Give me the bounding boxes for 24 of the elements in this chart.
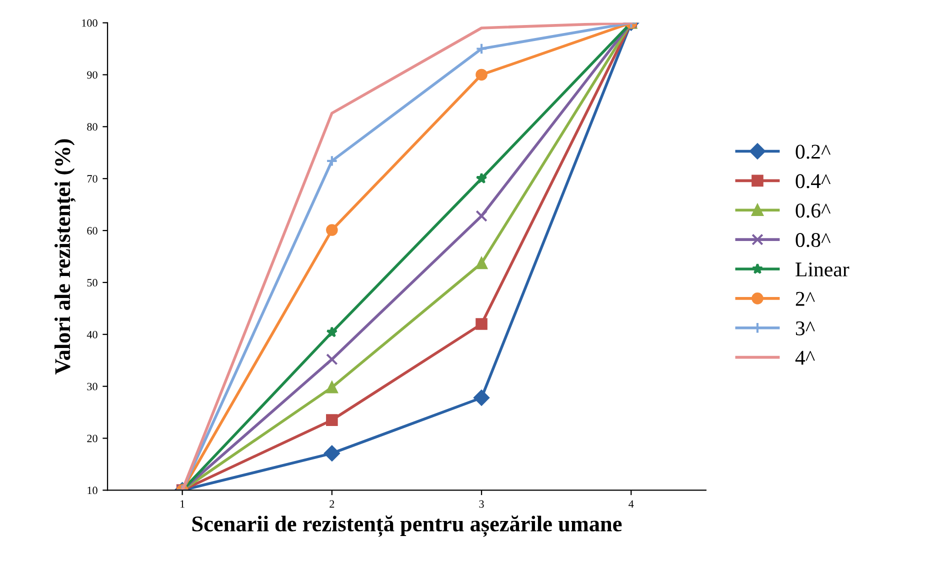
y-tick-label: 90 — [87, 71, 98, 79]
x-axis-title: Scenarii de rezistență pentru așezările umane — [192, 516, 622, 537]
y-tick-label: 20 — [87, 434, 98, 442]
legend-label: 4^ — [795, 350, 815, 365]
x-tick-label: 3 — [479, 500, 484, 508]
y-tick-label: 80 — [87, 123, 98, 131]
legend-label: 0.6^ — [796, 204, 831, 218]
y-axis-title: Valori ale rezistenței (%) — [54, 139, 76, 374]
x-tick-label: 1 — [180, 500, 184, 508]
y-tick-label: 50 — [87, 278, 98, 286]
x-tick-label: 2 — [330, 500, 334, 508]
y-tick-label: 60 — [87, 227, 98, 234]
legend-label: 0.4^ — [796, 174, 831, 188]
legend-label: 0.2^ — [796, 144, 831, 159]
y-tick-label: 70 — [87, 175, 98, 183]
legend-label: Linear — [796, 262, 850, 276]
y-tick-label: 100 — [82, 19, 98, 27]
y-tick-label: 40 — [86, 330, 98, 338]
legend-label: 2^ — [796, 292, 815, 306]
x-tick-label: 4 — [628, 500, 634, 508]
legend-label: 0.8^ — [796, 233, 831, 248]
y-tick-label: 10 — [88, 486, 98, 494]
y-tick-label: 30 — [87, 382, 98, 390]
legend-label: 3^ — [796, 321, 815, 336]
